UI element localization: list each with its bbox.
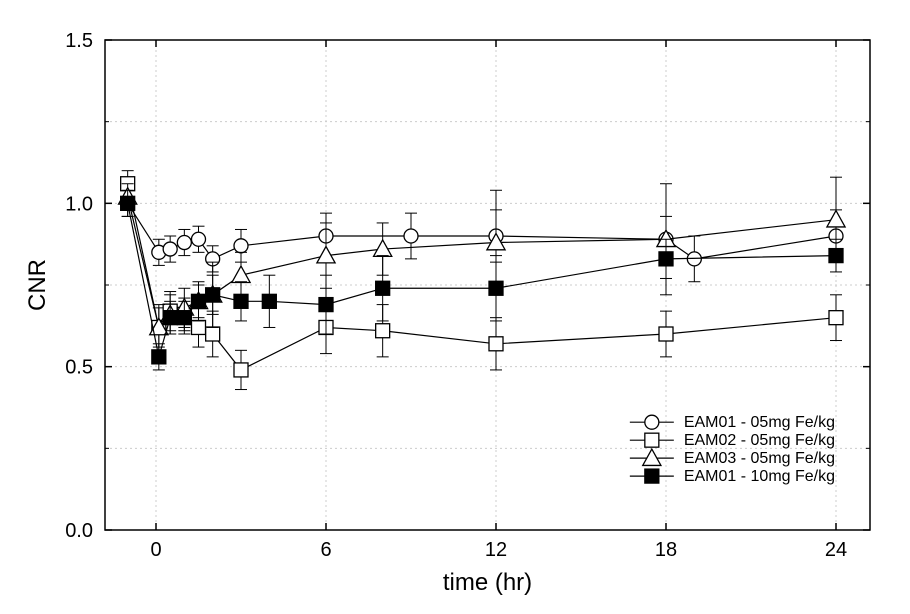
y-tick-label: 0.5 — [65, 357, 93, 379]
legend-label: EAM01 - 05mg Fe/kg — [684, 414, 835, 431]
legend: EAM01 - 05mg Fe/kgEAM02 - 05mg Fe/kgEAM0… — [630, 414, 835, 485]
x-tick-label: 12 — [485, 539, 507, 561]
y-tick-label: 0.0 — [65, 520, 93, 542]
x-tick-label: 0 — [150, 539, 161, 561]
cnr-time-chart: 0 6 12 18 24 0.0 0.5 1.0 1.5 time (hr) CNR EAM01 - … — [0, 0, 910, 614]
legend-label: EAM02 - 05mg Fe/kg — [684, 432, 835, 449]
x-axis-label: time (hr) — [443, 569, 532, 596]
x-tick-label: 6 — [320, 539, 331, 561]
y-tick-label: 1.0 — [65, 193, 93, 215]
legend-label: EAM01 - 10mg Fe/kg — [684, 468, 835, 485]
y-axis-label: CNR — [24, 259, 51, 311]
x-tick-label: 24 — [825, 539, 847, 561]
series-EAM01-10 — [121, 190, 843, 370]
x-tick-label: 18 — [655, 539, 677, 561]
y-tick-label: 1.5 — [65, 30, 93, 52]
chart-svg: 0 6 12 18 24 0.0 0.5 1.0 1.5 time (hr) CNR EAM01 - … — [0, 0, 910, 614]
legend-label: EAM03 - 05mg Fe/kg — [684, 450, 835, 467]
series-EAM01-05 — [121, 190, 843, 281]
